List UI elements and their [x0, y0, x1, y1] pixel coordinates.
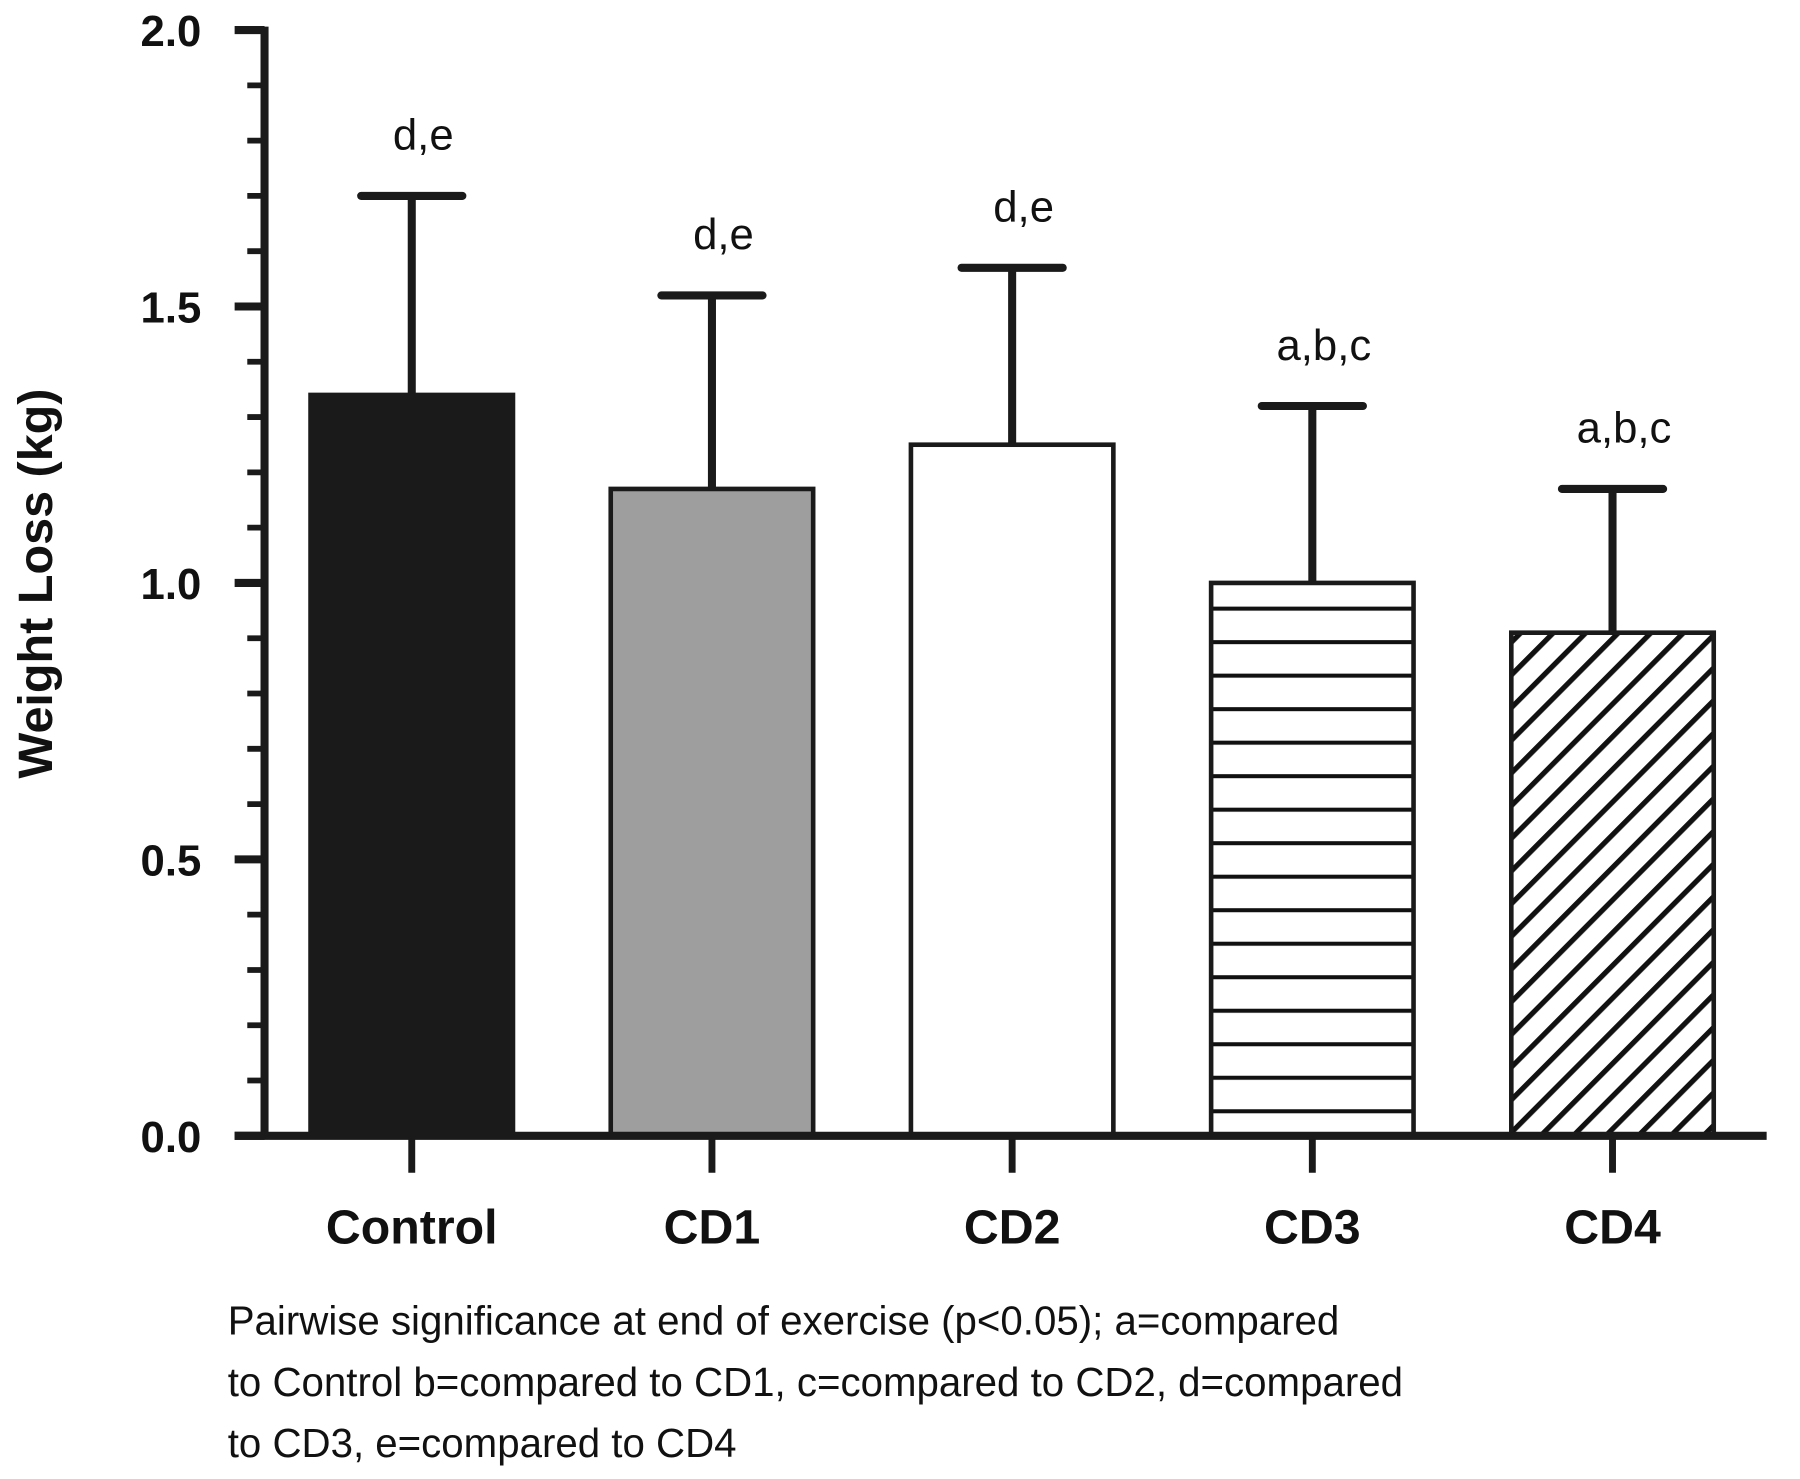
significance-label: d,e: [993, 182, 1054, 231]
y-tick-label: 0.0: [141, 1113, 202, 1162]
x-tick-label: CD1: [664, 1200, 761, 1254]
x-tick-label: CD2: [964, 1200, 1061, 1254]
footnote: Pairwise significance at end of exercise…: [228, 1297, 1403, 1466]
x-tick-label: CD4: [1564, 1200, 1661, 1254]
bar-cd1: [608, 486, 816, 1139]
bar-control: [308, 392, 516, 1139]
y-tick-label: 2.0: [141, 7, 202, 56]
significance-label: d,e: [393, 111, 454, 160]
y-tick-label: 1.0: [141, 560, 202, 609]
significance-label: d,e: [693, 210, 754, 259]
bar-cd3: [1208, 580, 1416, 1139]
y-axis-label: Weight Loss (kg): [9, 389, 63, 779]
significance-label: a,b,c: [1276, 321, 1371, 370]
footnote-line: to CD3, e=compared to CD4: [228, 1420, 737, 1466]
x-tick-label: CD3: [1264, 1200, 1361, 1254]
y-tick-label: 1.5: [141, 284, 202, 333]
footnote-line: Pairwise significance at end of exercise…: [228, 1297, 1340, 1343]
x-tick-label: Control: [326, 1200, 498, 1254]
bars-layer: d,e d,e d,e a,b,c a,b,c: [308, 111, 1717, 1139]
bar-cd2: [908, 442, 1116, 1139]
y-tick-label: 0.5: [141, 836, 202, 885]
footnote-line: to Control b=compared to CD1, c=compared…: [228, 1359, 1403, 1405]
significance-label: a,b,c: [1577, 404, 1672, 453]
bar-cd4: [1509, 630, 1717, 1139]
axes-layer: Control CD1 CD2 CD3 CD4 0.0 0.5 1.0 1.5 2.0: [141, 7, 1767, 1254]
